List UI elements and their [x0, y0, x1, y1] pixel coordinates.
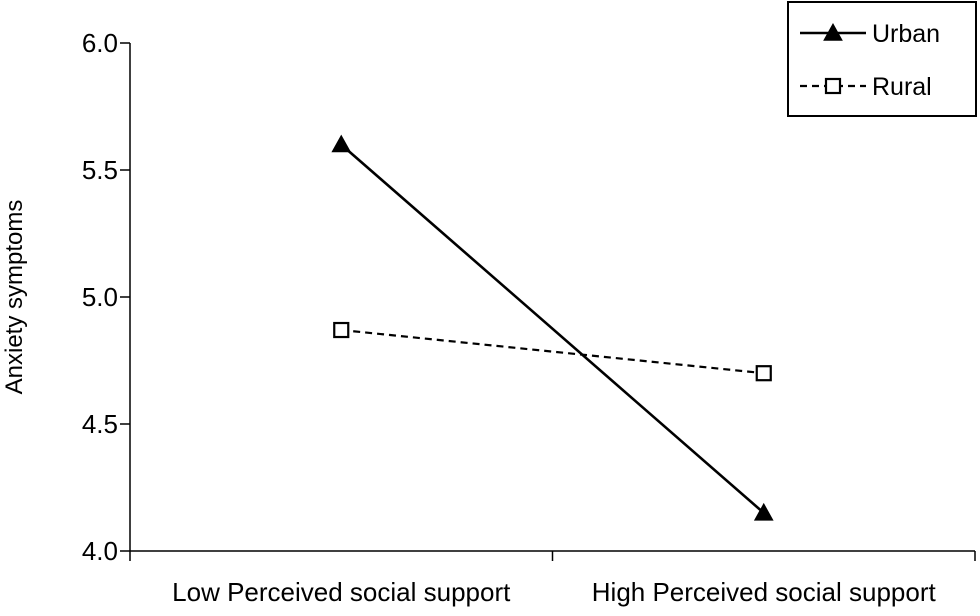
legend-label-rural: Rural: [872, 73, 932, 101]
legend: Urban Rural: [787, 1, 977, 117]
data-point-rural: [755, 365, 772, 382]
legend-marker-rural: [824, 77, 842, 95]
series-line-rural: [341, 328, 764, 375]
x-tick-label: Low Perceived social support: [172, 577, 511, 607]
y-tick-label: 4.5: [82, 409, 118, 439]
legend-box: [787, 1, 977, 117]
x-tick-label: High Perceived social support: [592, 577, 937, 607]
legend-marker-shape: [824, 77, 842, 95]
y-tick-labels: 4.0 4.5 5.0 5.5 6.0: [82, 28, 118, 566]
legend-marker-shape: [823, 22, 843, 41]
data-point-urban: [331, 134, 352, 153]
series-line-urban: [340, 143, 765, 514]
x-tick-labels: Low Perceived social support High Perceiv…: [172, 577, 936, 607]
data-point-rural: [333, 321, 350, 339]
legend-label-urban: Urban: [872, 20, 940, 48]
y-tick-label: 5.5: [82, 155, 118, 185]
y-tick-label: 5.0: [82, 282, 118, 312]
series-layer: [331, 134, 774, 521]
legend-marker-urban: [823, 22, 843, 41]
data-point-urban: [753, 502, 774, 521]
axes: [120, 42, 976, 561]
y-tick-label: 4.0: [82, 536, 118, 566]
y-axis-title: Anxiety symptoms: [1, 200, 28, 395]
y-tick-label: 6.0: [82, 28, 118, 58]
